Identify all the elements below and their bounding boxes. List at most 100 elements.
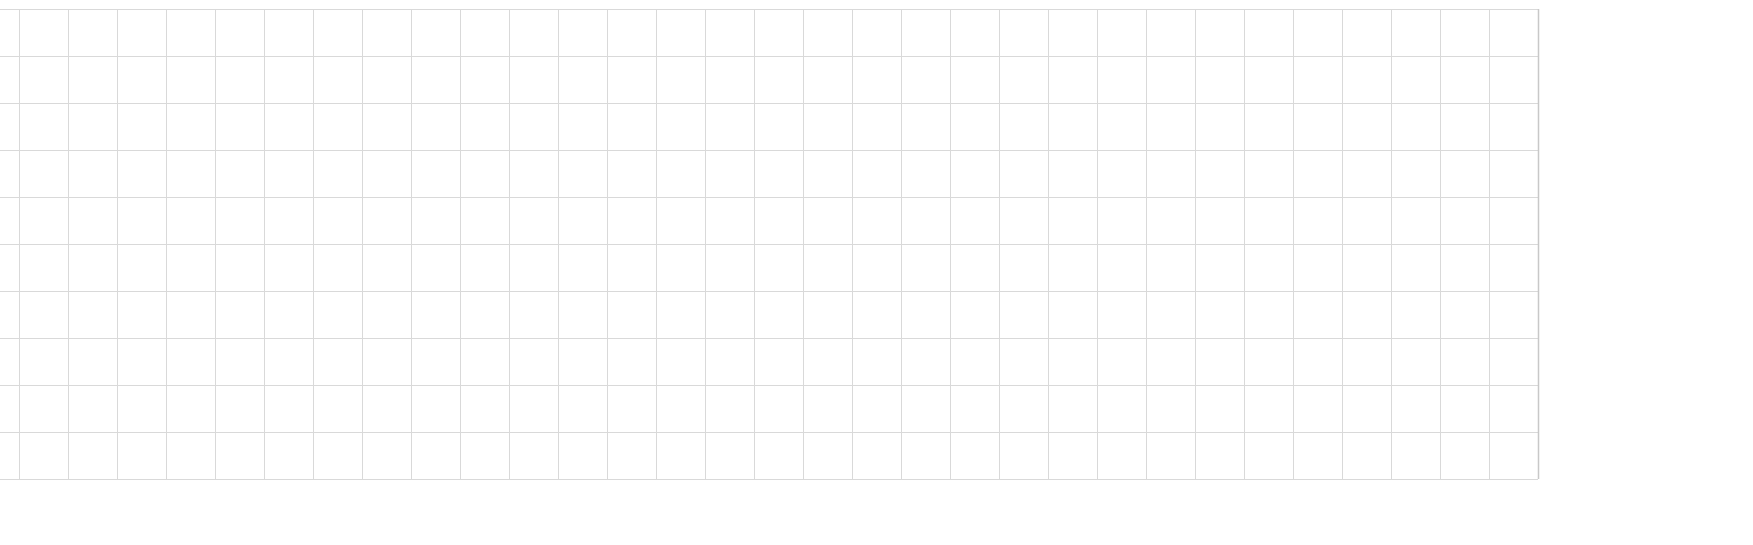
grid-cell[interactable]	[313, 9, 362, 56]
grid-cell[interactable]	[117, 150, 166, 197]
grid-cell[interactable]	[1195, 291, 1244, 338]
grid-cell[interactable]	[852, 432, 901, 479]
grid-cell[interactable]	[1097, 150, 1146, 197]
grid-cell[interactable]	[362, 9, 411, 56]
grid-cell[interactable]	[1342, 385, 1391, 432]
grid-cell[interactable]	[1097, 338, 1146, 385]
grid-cell[interactable]	[558, 150, 607, 197]
grid-cell[interactable]	[1146, 150, 1195, 197]
grid-cell[interactable]	[166, 291, 215, 338]
grid-cell[interactable]	[1244, 150, 1293, 197]
grid-cell[interactable]	[1048, 103, 1097, 150]
grid-cell[interactable]	[0, 9, 19, 56]
grid-cell[interactable]	[1489, 150, 1538, 197]
grid-cell[interactable]	[754, 244, 803, 291]
grid-cell[interactable]	[19, 9, 68, 56]
grid-cell[interactable]	[19, 291, 68, 338]
grid-cell[interactable]	[68, 244, 117, 291]
grid-cell[interactable]	[1391, 244, 1440, 291]
grid-cell[interactable]	[1097, 291, 1146, 338]
grid-cell[interactable]	[19, 385, 68, 432]
grid-cell[interactable]	[705, 197, 754, 244]
grid-cell[interactable]	[362, 291, 411, 338]
grid-cell[interactable]	[1440, 150, 1489, 197]
grid-cell[interactable]	[1391, 197, 1440, 244]
grid-cell[interactable]	[509, 103, 558, 150]
grid-cell[interactable]	[803, 9, 852, 56]
grid-cell[interactable]	[215, 244, 264, 291]
grid-cell[interactable]	[68, 385, 117, 432]
grid-cell[interactable]	[1293, 338, 1342, 385]
grid-cell[interactable]	[264, 103, 313, 150]
grid-cell[interactable]	[705, 56, 754, 103]
grid-cell[interactable]	[362, 56, 411, 103]
grid-cell[interactable]	[1293, 291, 1342, 338]
grid-cell[interactable]	[1342, 338, 1391, 385]
grid-cell[interactable]	[1391, 385, 1440, 432]
grid-cell[interactable]	[313, 56, 362, 103]
grid-cell[interactable]	[558, 338, 607, 385]
grid-cell[interactable]	[313, 197, 362, 244]
grid-cell[interactable]	[1244, 103, 1293, 150]
grid-cell[interactable]	[558, 385, 607, 432]
grid-cell[interactable]	[1097, 9, 1146, 56]
grid-cell[interactable]	[215, 432, 264, 479]
grid-cell[interactable]	[1342, 432, 1391, 479]
grid-cell[interactable]	[460, 385, 509, 432]
grid-cell[interactable]	[705, 291, 754, 338]
grid-cell[interactable]	[1195, 385, 1244, 432]
grid-cell[interactable]	[1489, 56, 1538, 103]
grid-cell[interactable]	[852, 244, 901, 291]
grid-cell[interactable]	[68, 338, 117, 385]
grid-cell[interactable]	[264, 150, 313, 197]
grid-cell[interactable]	[460, 291, 509, 338]
grid-cell[interactable]	[1048, 385, 1097, 432]
grid-cell[interactable]	[1146, 9, 1195, 56]
grid-cell[interactable]	[215, 103, 264, 150]
grid-cell[interactable]	[1440, 291, 1489, 338]
grid-cell[interactable]	[460, 56, 509, 103]
grid-cell[interactable]	[411, 432, 460, 479]
grid-cell[interactable]	[411, 338, 460, 385]
grid-cell[interactable]	[1097, 244, 1146, 291]
grid-cell[interactable]	[19, 197, 68, 244]
grid-cell[interactable]	[705, 9, 754, 56]
grid-cell[interactable]	[1146, 338, 1195, 385]
grid-cell[interactable]	[411, 103, 460, 150]
grid-cell[interactable]	[362, 103, 411, 150]
grid-cell[interactable]	[754, 385, 803, 432]
grid-cell[interactable]	[509, 432, 558, 479]
grid-cell[interactable]	[950, 338, 999, 385]
grid-cell[interactable]	[19, 56, 68, 103]
grid-cell[interactable]	[509, 338, 558, 385]
grid-cell[interactable]	[656, 385, 705, 432]
grid-cell[interactable]	[950, 291, 999, 338]
grid-cell[interactable]	[901, 150, 950, 197]
grid-cell[interactable]	[166, 432, 215, 479]
grid-cell[interactable]	[1342, 103, 1391, 150]
grid-cell[interactable]	[1048, 291, 1097, 338]
grid-cell[interactable]	[215, 9, 264, 56]
grid-cell[interactable]	[1342, 56, 1391, 103]
grid-cell[interactable]	[1391, 291, 1440, 338]
grid-cell[interactable]	[460, 150, 509, 197]
grid-cell[interactable]	[460, 244, 509, 291]
grid-cell[interactable]	[999, 56, 1048, 103]
grid-cell[interactable]	[1293, 244, 1342, 291]
grid-cell[interactable]	[1293, 432, 1342, 479]
grid-cell[interactable]	[656, 244, 705, 291]
grid-cell[interactable]	[607, 150, 656, 197]
grid-cell[interactable]	[460, 197, 509, 244]
grid-cell[interactable]	[1244, 56, 1293, 103]
grid-cell[interactable]	[1146, 197, 1195, 244]
grid-cell[interactable]	[166, 56, 215, 103]
grid-cell[interactable]	[1048, 432, 1097, 479]
grid-cell[interactable]	[1293, 385, 1342, 432]
grid-cell[interactable]	[313, 291, 362, 338]
grid-cell[interactable]	[1244, 385, 1293, 432]
grid-cell[interactable]	[411, 9, 460, 56]
grid-cell[interactable]	[656, 150, 705, 197]
grid-cell[interactable]	[803, 197, 852, 244]
grid-cell[interactable]	[19, 150, 68, 197]
grid-cell[interactable]	[803, 385, 852, 432]
